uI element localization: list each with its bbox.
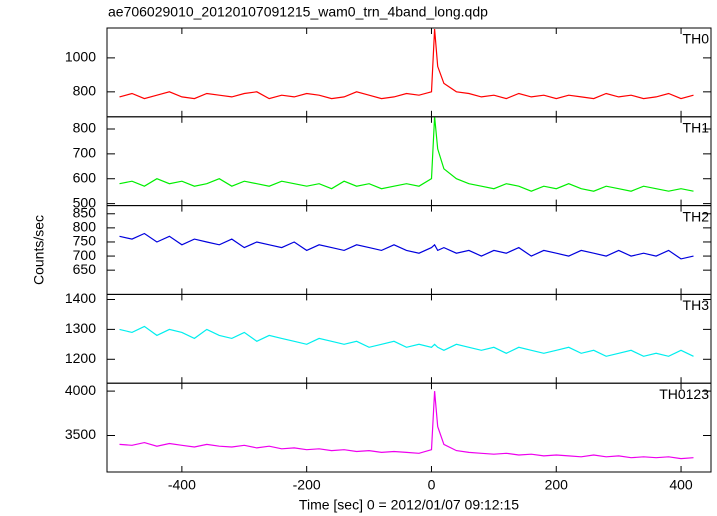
- y-tick-label: 650: [73, 261, 97, 277]
- x-axis-label: Time [sec] 0 = 2012/01/07 09:12:15: [299, 497, 519, 513]
- panel-frame: [106, 27, 712, 118]
- y-tick-label: 850: [73, 204, 97, 220]
- y-tick-label: 800: [73, 219, 97, 235]
- panel-label: TH3: [683, 297, 710, 313]
- x-tick-label: 0: [428, 477, 436, 493]
- y-tick-label: 600: [73, 169, 97, 185]
- panel-label: TH0: [683, 31, 710, 47]
- y-tick-label: 750: [73, 233, 97, 249]
- x-tick-label: -200: [293, 477, 321, 493]
- y-tick-label: 1200: [65, 350, 96, 366]
- y-tick-label: 4000: [65, 382, 96, 398]
- y-tick-label: 1400: [65, 290, 96, 306]
- panel-frame: [106, 205, 712, 295]
- y-tick-label: 700: [73, 145, 97, 161]
- y-tick-label: 800: [73, 83, 97, 99]
- panel-frame: [106, 116, 712, 207]
- data-line: [119, 28, 694, 100]
- y-tick-label: 700: [73, 247, 97, 263]
- y-tick-label: 1300: [65, 320, 96, 336]
- data-line: [119, 391, 694, 460]
- data-line: [119, 325, 694, 357]
- panel-label: TH0123: [659, 386, 709, 402]
- panel-label: TH2: [683, 208, 710, 224]
- panel-frame: [106, 382, 712, 473]
- data-line: [119, 116, 694, 192]
- y-tick-label: 1000: [65, 49, 96, 65]
- panel-label: TH1: [683, 120, 710, 136]
- y-tick-label: 3500: [65, 426, 96, 442]
- y-tick-label: 800: [73, 120, 97, 136]
- panel-frame: [106, 293, 712, 384]
- data-line: [119, 232, 694, 260]
- chart-title: ae706029010_20120107091215_wam0_trn_4ban…: [108, 4, 488, 20]
- x-tick-label: 200: [545, 477, 569, 493]
- x-tick-label: 400: [669, 477, 693, 493]
- y-tick-label: 500: [73, 194, 97, 210]
- x-tick-label: -400: [168, 477, 196, 493]
- y-axis-label: Counts/sec: [31, 215, 47, 285]
